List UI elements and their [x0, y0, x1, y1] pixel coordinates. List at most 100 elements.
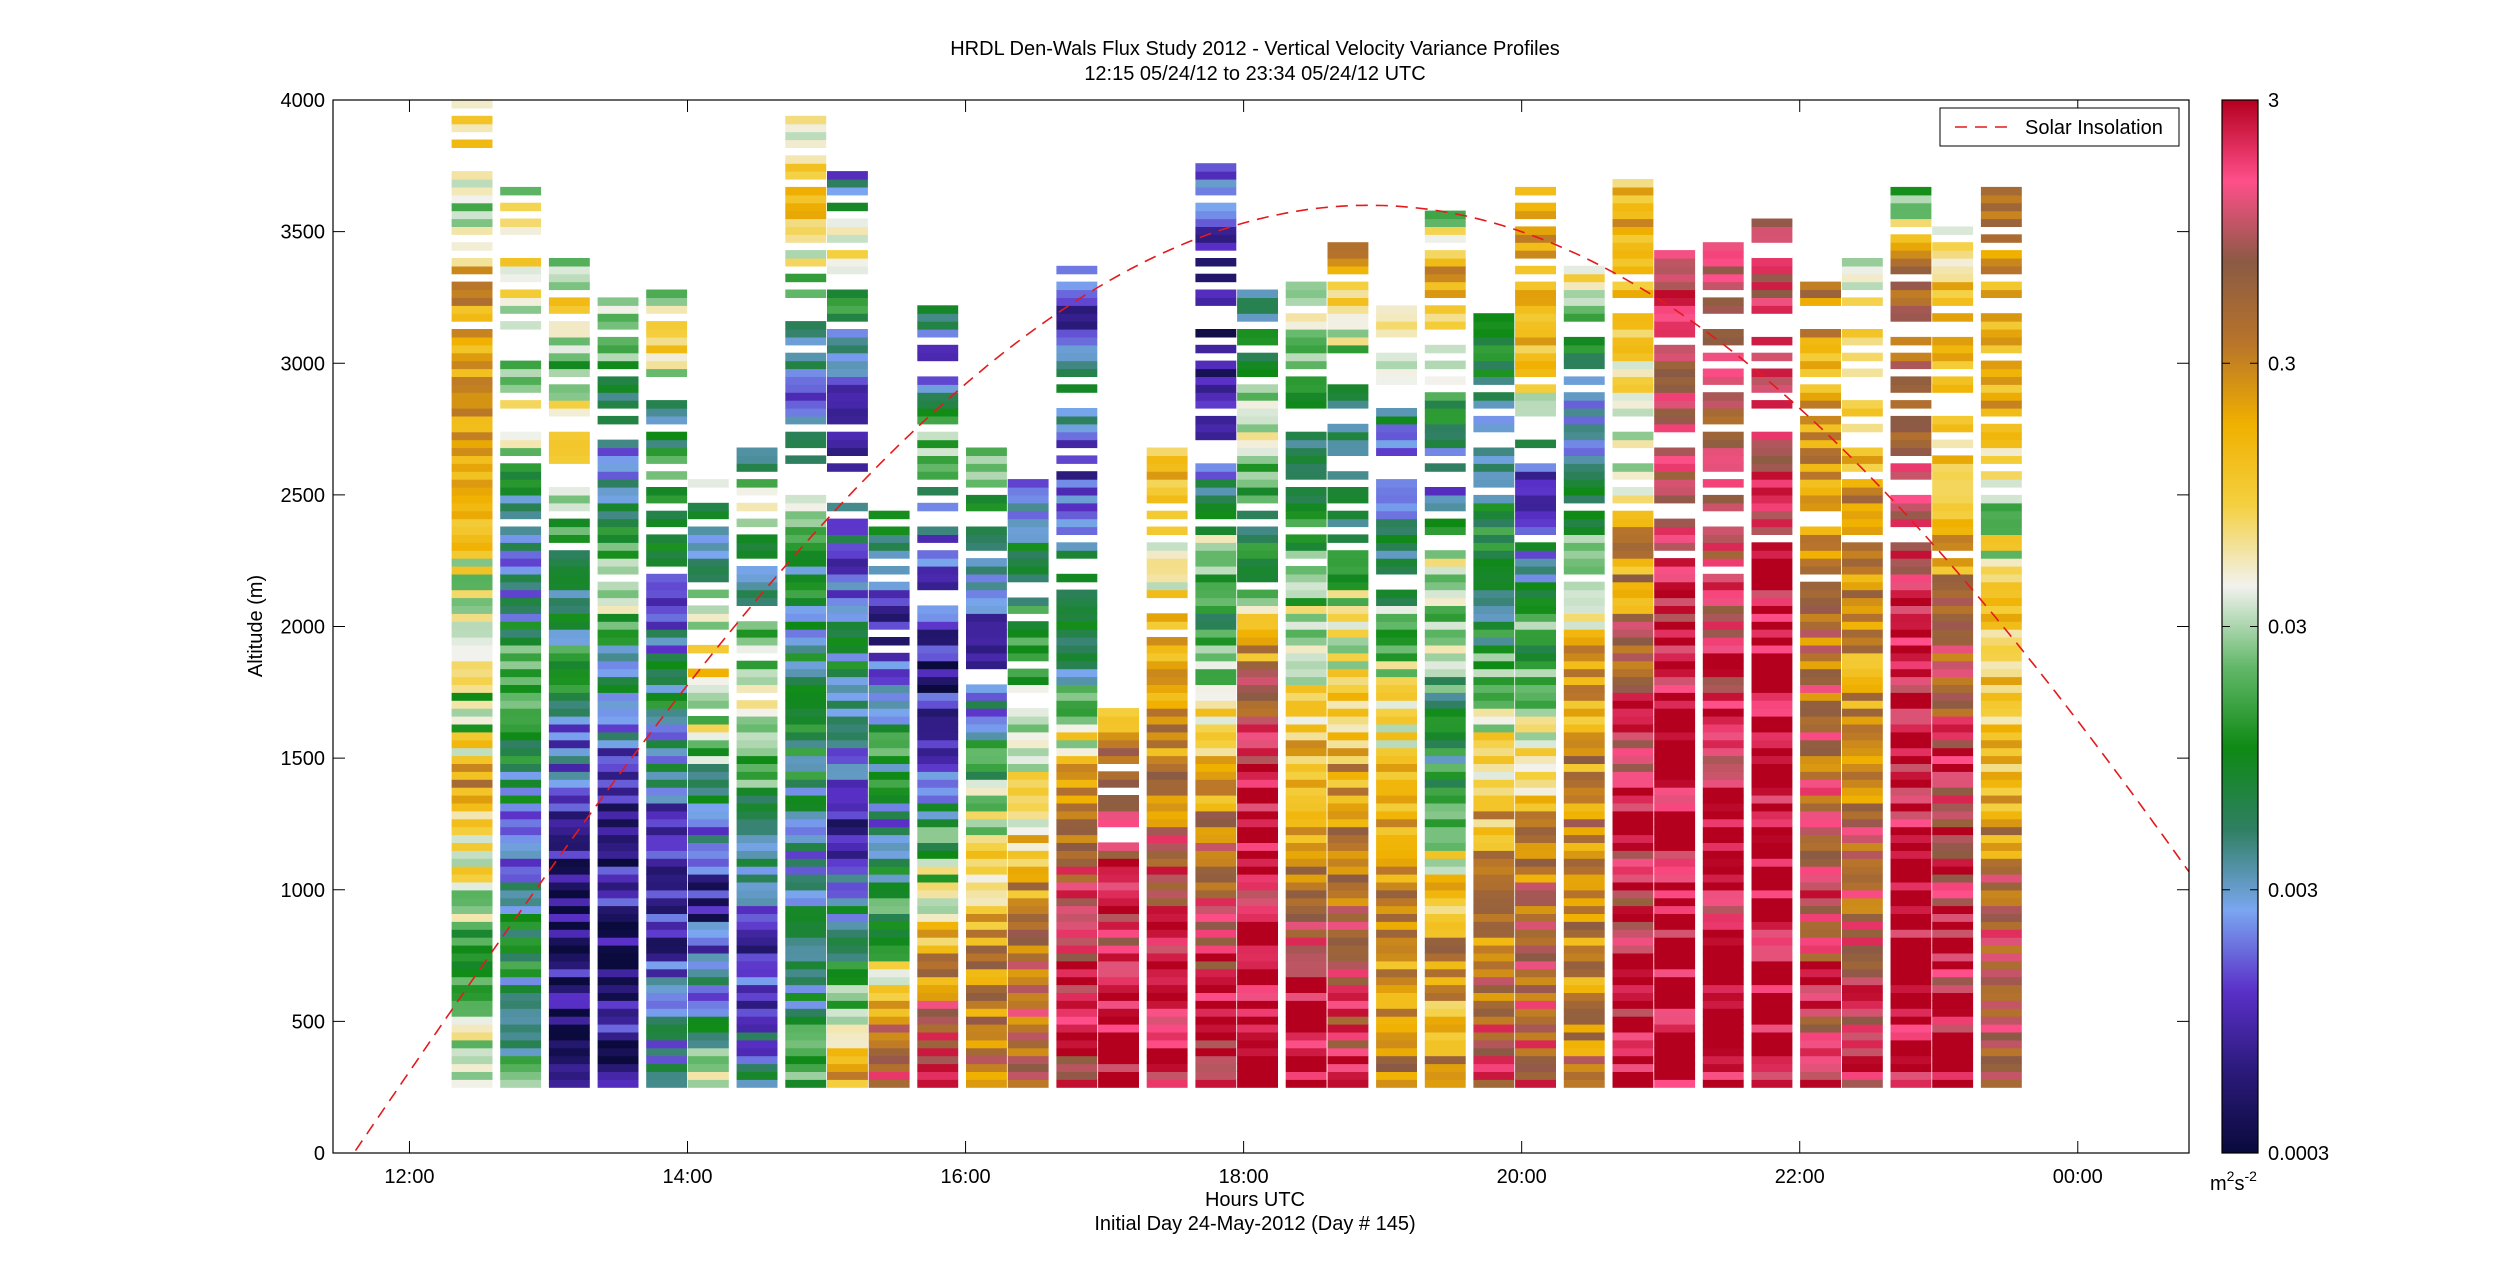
heatmap-cell	[1702, 731, 1744, 741]
heatmap-cell	[1702, 273, 1744, 283]
heatmap-cell	[500, 265, 542, 275]
heatmap-cell	[785, 976, 827, 986]
heatmap-cell	[1702, 368, 1744, 377]
heatmap-cell	[646, 874, 688, 883]
heatmap-cell	[1800, 905, 1841, 914]
heatmap-cell	[966, 660, 1007, 670]
heatmap-cell	[1702, 479, 1744, 488]
heatmap-cell	[1800, 874, 1841, 883]
heatmap-cell	[1285, 992, 1327, 1001]
heatmap-cell	[548, 408, 590, 417]
heatmap-cell	[1424, 313, 1466, 322]
heatmap-cell	[646, 716, 688, 725]
heatmap-cell	[1285, 668, 1327, 678]
heatmap-cell	[966, 629, 1007, 638]
heatmap-cell	[687, 795, 729, 804]
heatmap-cell	[1327, 644, 1369, 654]
heatmap-cell	[1702, 352, 1744, 362]
heatmap-cell	[1237, 676, 1278, 685]
heatmap-cell	[687, 739, 729, 749]
heatmap-cell	[1980, 1063, 2022, 1072]
heatmap-cell	[1980, 787, 2022, 796]
heatmap-cell	[1654, 313, 1696, 322]
heatmap-cell	[1841, 352, 1883, 362]
heatmap-cell	[1800, 1047, 1841, 1057]
heatmap-cell	[1702, 336, 1744, 346]
heatmap-cell	[1751, 668, 1793, 678]
heatmap-cell	[1056, 700, 1098, 709]
heatmap-cell	[1841, 455, 1883, 464]
heatmap-cell	[1376, 1063, 1417, 1072]
heatmap-cell	[1056, 897, 1098, 907]
heatmap-cell	[1563, 866, 1605, 875]
heatmap-cell	[1980, 218, 2022, 227]
heatmap-cell	[1327, 329, 1369, 338]
heatmap-cell	[548, 716, 590, 725]
heatmap-cell	[1702, 652, 1744, 662]
heatmap-cell	[1376, 566, 1417, 575]
heatmap-cell	[451, 771, 493, 780]
heatmap-cell	[1146, 1047, 1188, 1057]
heatmap-cell	[1932, 739, 1974, 749]
heatmap-cell	[1841, 716, 1883, 725]
heatmap-cell	[1056, 874, 1098, 883]
heatmap-cell	[451, 1000, 493, 1009]
heatmap-cell	[1751, 834, 1793, 843]
heatmap-cell	[1424, 960, 1466, 970]
heatmap-cell	[548, 692, 590, 701]
heatmap-cell	[868, 581, 910, 591]
heatmap-cell	[1237, 818, 1278, 828]
heatmap-cell	[966, 644, 1007, 654]
heatmap-cell	[1890, 787, 1932, 796]
heatmap-cell	[1702, 542, 1744, 551]
heatmap-cell	[451, 668, 493, 678]
heatmap-cell	[1654, 747, 1696, 757]
heatmap-cell	[966, 692, 1007, 701]
heatmap-cell	[1327, 510, 1369, 520]
heatmap-cell	[1195, 779, 1237, 788]
heatmap-cell	[917, 834, 959, 843]
heatmap-cell	[1751, 1063, 1793, 1072]
heatmap-cell	[1515, 242, 1556, 251]
heatmap-cell	[1932, 273, 1974, 283]
heatmap-cell	[1841, 818, 1883, 828]
heatmap-cell	[1751, 218, 1793, 227]
heatmap-cell	[868, 1008, 910, 1017]
heatmap-cell	[1800, 289, 1841, 298]
heatmap-cell	[1515, 352, 1556, 362]
heatmap-cell	[785, 329, 827, 338]
heatmap-cell	[827, 850, 868, 859]
heatmap-cell	[1800, 439, 1841, 449]
heatmap-cell	[646, 431, 688, 441]
heatmap-cell	[917, 866, 959, 875]
heatmap-cell	[1473, 739, 1515, 749]
heatmap-cell	[1007, 637, 1049, 646]
y-tick-label: 500	[292, 1011, 325, 1033]
heatmap-cell	[827, 258, 868, 267]
heatmap-cell	[1056, 826, 1098, 836]
heatmap-cell	[868, 1063, 910, 1072]
heatmap-cell	[1376, 518, 1417, 528]
heatmap-cell	[597, 739, 639, 749]
heatmap-cell	[1563, 747, 1605, 757]
heatmap-cell	[1327, 281, 1369, 291]
heatmap-cell	[548, 731, 590, 741]
heatmap-cell	[451, 487, 493, 496]
heatmap-cell	[451, 747, 493, 757]
heatmap-cell	[1473, 850, 1515, 859]
heatmap-cell	[868, 652, 910, 662]
heatmap-cell	[1751, 637, 1793, 646]
heatmap-cell	[1751, 1000, 1793, 1009]
heatmap-cell	[646, 487, 688, 496]
heatmap-cell	[548, 400, 590, 409]
heatmap-cell	[687, 1016, 729, 1025]
heatmap-cell	[1612, 558, 1654, 567]
heatmap-cell	[1473, 637, 1515, 646]
heatmap-cell	[451, 384, 493, 393]
heatmap-cell	[548, 431, 590, 441]
heatmap-cell	[1515, 487, 1556, 496]
heatmap-cell	[1800, 795, 1841, 804]
heatmap-cell	[597, 952, 639, 962]
heatmap-cell	[1056, 810, 1098, 820]
heatmap-cell	[1751, 952, 1793, 962]
